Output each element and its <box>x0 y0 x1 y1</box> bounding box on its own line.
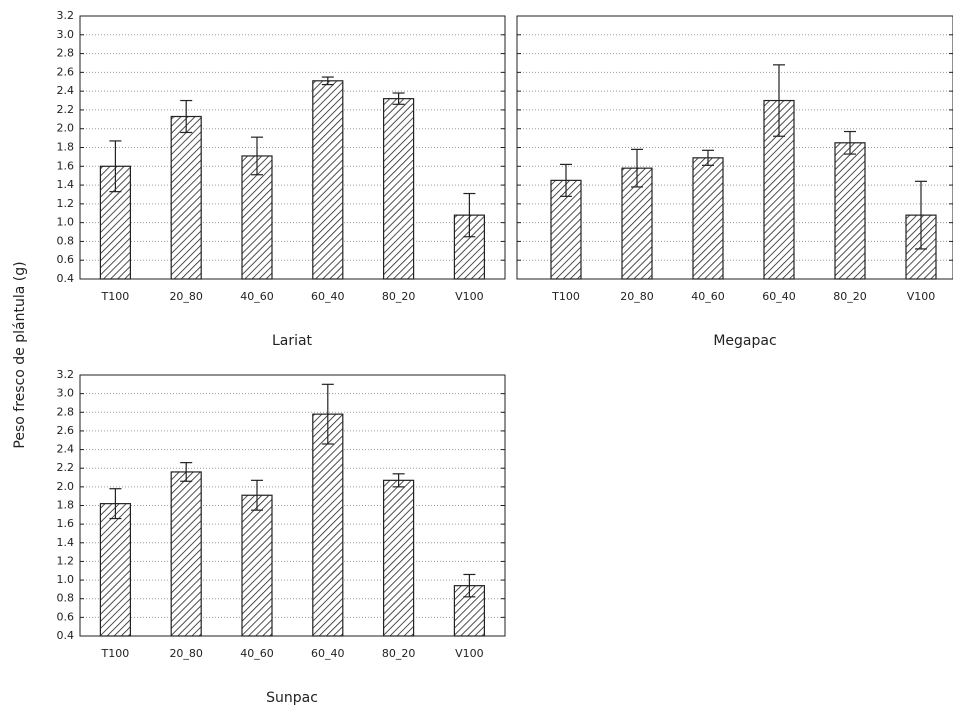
y-tick-label: 2.2 <box>57 103 75 116</box>
x-tick-label: 80_20 <box>382 647 416 660</box>
y-tick-label: 3.0 <box>57 28 75 41</box>
y-tick-label: 1.8 <box>57 141 75 154</box>
y-tick-label: 3.2 <box>57 9 75 22</box>
bar <box>383 479 415 637</box>
panel-label: Sunpac <box>266 690 318 706</box>
x-tick-label: T100 <box>101 290 130 303</box>
y-tick-label: 2.0 <box>57 480 75 493</box>
y-tick-label: 2.8 <box>57 47 75 60</box>
y-tick-label: 2.4 <box>57 84 75 97</box>
y-tick-label: 1.4 <box>57 536 75 549</box>
panel-label: Lariat <box>272 333 313 349</box>
x-tick-label: V100 <box>455 290 484 303</box>
y-tick-label: 3.2 <box>57 368 75 381</box>
y-tick-label: 3.0 <box>57 387 75 400</box>
x-tick-label: 80_20 <box>833 290 867 303</box>
y-tick-label: 2.8 <box>57 405 75 418</box>
x-tick-label: 80_20 <box>382 290 416 303</box>
y-tick-label: 1.4 <box>57 178 75 191</box>
bar <box>99 503 132 637</box>
y-tick-label: 1.0 <box>57 216 75 229</box>
y-tick-label: 2.0 <box>57 122 75 135</box>
y-tick-label: 2.2 <box>57 461 75 474</box>
y-tick-label: 1.8 <box>57 499 75 512</box>
y-tick-label: 1.2 <box>57 554 75 567</box>
bar <box>312 80 344 280</box>
y-tick-label: 2.6 <box>57 424 75 437</box>
y-tick-label: 1.0 <box>57 573 75 586</box>
bar <box>170 115 202 280</box>
x-tick-label: 40_60 <box>240 647 274 660</box>
x-tick-label: 20_80 <box>169 647 203 660</box>
x-tick-label: T100 <box>551 290 580 303</box>
x-tick-label: 60_40 <box>311 647 345 660</box>
plot-frame <box>516 15 953 280</box>
bar <box>312 413 344 637</box>
x-tick-label: 40_60 <box>240 290 274 303</box>
bar <box>383 98 415 280</box>
y-tick-label: 0.6 <box>57 610 75 623</box>
y-tick-label: 0.4 <box>57 629 75 642</box>
x-tick-label: 20_80 <box>169 290 203 303</box>
bar <box>170 471 202 637</box>
plot-frame <box>79 15 506 280</box>
y-tick-label: 0.4 <box>57 272 75 285</box>
bar <box>834 142 866 280</box>
x-tick-label: V100 <box>455 647 484 660</box>
plot-frame <box>79 374 506 637</box>
x-tick-label: 60_40 <box>762 290 796 303</box>
y-tick-label: 0.8 <box>57 234 75 247</box>
y-tick-label: 2.4 <box>57 443 75 456</box>
x-tick-label: 20_80 <box>620 290 654 303</box>
x-tick-label: T100 <box>101 647 130 660</box>
y-tick-label: 2.6 <box>57 65 75 78</box>
x-tick-label: 60_40 <box>311 290 345 303</box>
panel-label: Megapac <box>713 333 776 349</box>
bar <box>692 157 724 280</box>
y-tick-label: 0.8 <box>57 592 75 605</box>
x-tick-label: V100 <box>907 290 936 303</box>
y-tick-label: 1.6 <box>57 517 75 530</box>
y-axis-label: Peso fresco de plántula (g) <box>12 261 28 448</box>
y-tick-label: 0.6 <box>57 253 75 266</box>
bar <box>99 165 132 280</box>
x-tick-label: 40_60 <box>691 290 725 303</box>
bar <box>241 494 273 637</box>
y-tick-label: 1.6 <box>57 159 75 172</box>
y-tick-label: 1.2 <box>57 197 75 210</box>
